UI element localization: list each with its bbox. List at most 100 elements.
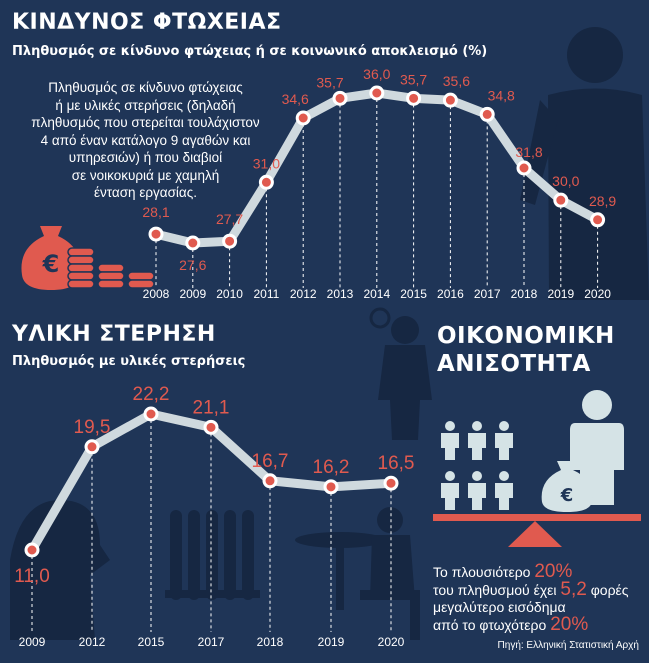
person-icon-body xyxy=(441,433,459,460)
data-point xyxy=(553,192,569,208)
stat-text: μεγαλύτερο εισόδημα xyxy=(433,599,566,615)
poverty-subtitle: Πληθυσμός σε κίνδυνο φτώχειας ή σε κοινω… xyxy=(12,44,488,59)
data-point xyxy=(383,475,399,491)
description-line: σε νοικοκυριά με χαμηλή xyxy=(71,167,220,183)
data-label: 36,0 xyxy=(363,66,390,82)
deprivation-subtitle: Πληθυσμός με υλικές στερήσεις xyxy=(12,354,246,369)
data-point xyxy=(295,110,311,126)
data-point xyxy=(222,233,238,249)
people-group-icon xyxy=(441,421,513,510)
data-label: 31,8 xyxy=(515,144,542,160)
data-label: 27,7 xyxy=(216,211,243,227)
description-line: 4 από έναν κατάλογο 9 αγαθών και xyxy=(40,132,251,148)
person-icon-head xyxy=(445,471,455,481)
x-tick-label: 2018 xyxy=(257,635,284,649)
data-label: 34,6 xyxy=(282,91,309,107)
person-icon-head xyxy=(445,421,455,431)
data-label: 19,5 xyxy=(74,417,111,438)
data-point xyxy=(84,439,100,455)
description-line: Πληθυσμός σε κίνδυνο φτώχειας xyxy=(48,80,243,95)
inequality-title-line2: ΑΝΙΣΟΤΗΤΑ xyxy=(437,351,591,377)
svg-text:€: € xyxy=(560,485,574,506)
description-line: ένταση εργασίας. xyxy=(94,185,197,200)
data-label: 16,2 xyxy=(313,457,350,478)
stat-text: φορές xyxy=(586,582,629,598)
data-label: 11,0 xyxy=(14,566,50,587)
data-point xyxy=(143,406,159,422)
worried-man-icon xyxy=(369,307,432,440)
person-icon-body xyxy=(468,483,486,510)
person-icon-body xyxy=(495,433,513,460)
coin-stack-icon xyxy=(67,247,155,289)
x-tick-label: 2013 xyxy=(327,287,354,301)
data-point xyxy=(203,419,219,435)
data-label: 28,1 xyxy=(142,204,169,220)
x-tick-label: 2009 xyxy=(179,287,206,301)
data-label: 35,7 xyxy=(400,71,427,87)
data-point xyxy=(516,160,532,176)
data-point xyxy=(442,92,458,108)
data-label: 30,0 xyxy=(552,173,579,189)
x-tick-label: 2019 xyxy=(547,287,574,301)
x-tick-label: 2017 xyxy=(198,635,225,649)
x-tick-label: 2015 xyxy=(138,635,165,649)
stat-highlight: 20% xyxy=(534,561,573,582)
data-point xyxy=(369,85,385,101)
data-point xyxy=(185,235,201,251)
description-line: πληθυσμός που στερείται τουλάχιστον xyxy=(31,115,260,130)
stat-highlight: 5,2 xyxy=(560,579,587,600)
source-note: Πηγή: Ελληνική Στατιστική Αρχή xyxy=(497,640,639,651)
x-tick-label: 2012 xyxy=(79,635,106,649)
person-at-table-icon xyxy=(295,507,420,640)
data-label: 35,7 xyxy=(316,74,343,90)
x-tick-label: 2018 xyxy=(511,287,538,301)
stat-highlight: 20% xyxy=(550,614,589,635)
x-tick-label: 2009 xyxy=(19,635,46,649)
data-label: 21,1 xyxy=(193,397,230,418)
person-icon-body xyxy=(495,483,513,510)
data-point xyxy=(323,479,339,495)
balance-scale-icon xyxy=(433,514,641,547)
data-label: 27,6 xyxy=(179,257,206,273)
x-tick-label: 2014 xyxy=(363,287,390,301)
data-point xyxy=(332,90,348,106)
description-line: ή με υλικές στερήσεις (δηλαδή xyxy=(55,97,236,113)
data-point xyxy=(590,212,606,228)
data-label: 34,8 xyxy=(488,87,515,103)
x-tick-label: 2017 xyxy=(474,287,501,301)
x-tick-label: 2011 xyxy=(253,287,279,301)
stat-text: από το φτωχότερο xyxy=(433,617,551,633)
data-point xyxy=(262,473,278,489)
x-tick-label: 2019 xyxy=(318,635,345,649)
data-label: 22,2 xyxy=(133,384,170,405)
data-point xyxy=(406,90,422,106)
money-bag-icon: € xyxy=(541,461,593,512)
data-label: 16,5 xyxy=(378,453,415,474)
description-line: υπηρεσιών) ή που διαβιοί xyxy=(68,150,223,165)
data-point xyxy=(24,542,40,558)
radiator-and-person-icon xyxy=(10,500,260,640)
data-label: 35,6 xyxy=(443,73,470,89)
data-label: 16,7 xyxy=(252,451,289,472)
x-tick-label: 2008 xyxy=(143,287,170,301)
data-point xyxy=(479,106,495,122)
stat-text: Το πλουσιότερο xyxy=(433,564,535,580)
data-point xyxy=(258,174,274,190)
inequality-statement: Το πλουσιότερο 20% του πληθυσμού έχει 5,… xyxy=(433,561,629,635)
deprivation-title: ΥΛΙΚΗ ΣΤΕΡΗΣΗ xyxy=(12,322,216,347)
x-tick-label: 2015 xyxy=(400,287,427,301)
person-icon-body xyxy=(441,483,459,510)
person-icon-head xyxy=(499,421,509,431)
money-bag-icon: € xyxy=(21,226,81,290)
person-icon-head xyxy=(499,471,509,481)
svg-text:€: € xyxy=(42,250,60,278)
data-label: 31,0 xyxy=(253,155,280,171)
data-label: 28,9 xyxy=(589,193,616,209)
stat-text: του πληθυσμού έχει xyxy=(433,582,561,598)
person-icon-body xyxy=(468,433,486,460)
